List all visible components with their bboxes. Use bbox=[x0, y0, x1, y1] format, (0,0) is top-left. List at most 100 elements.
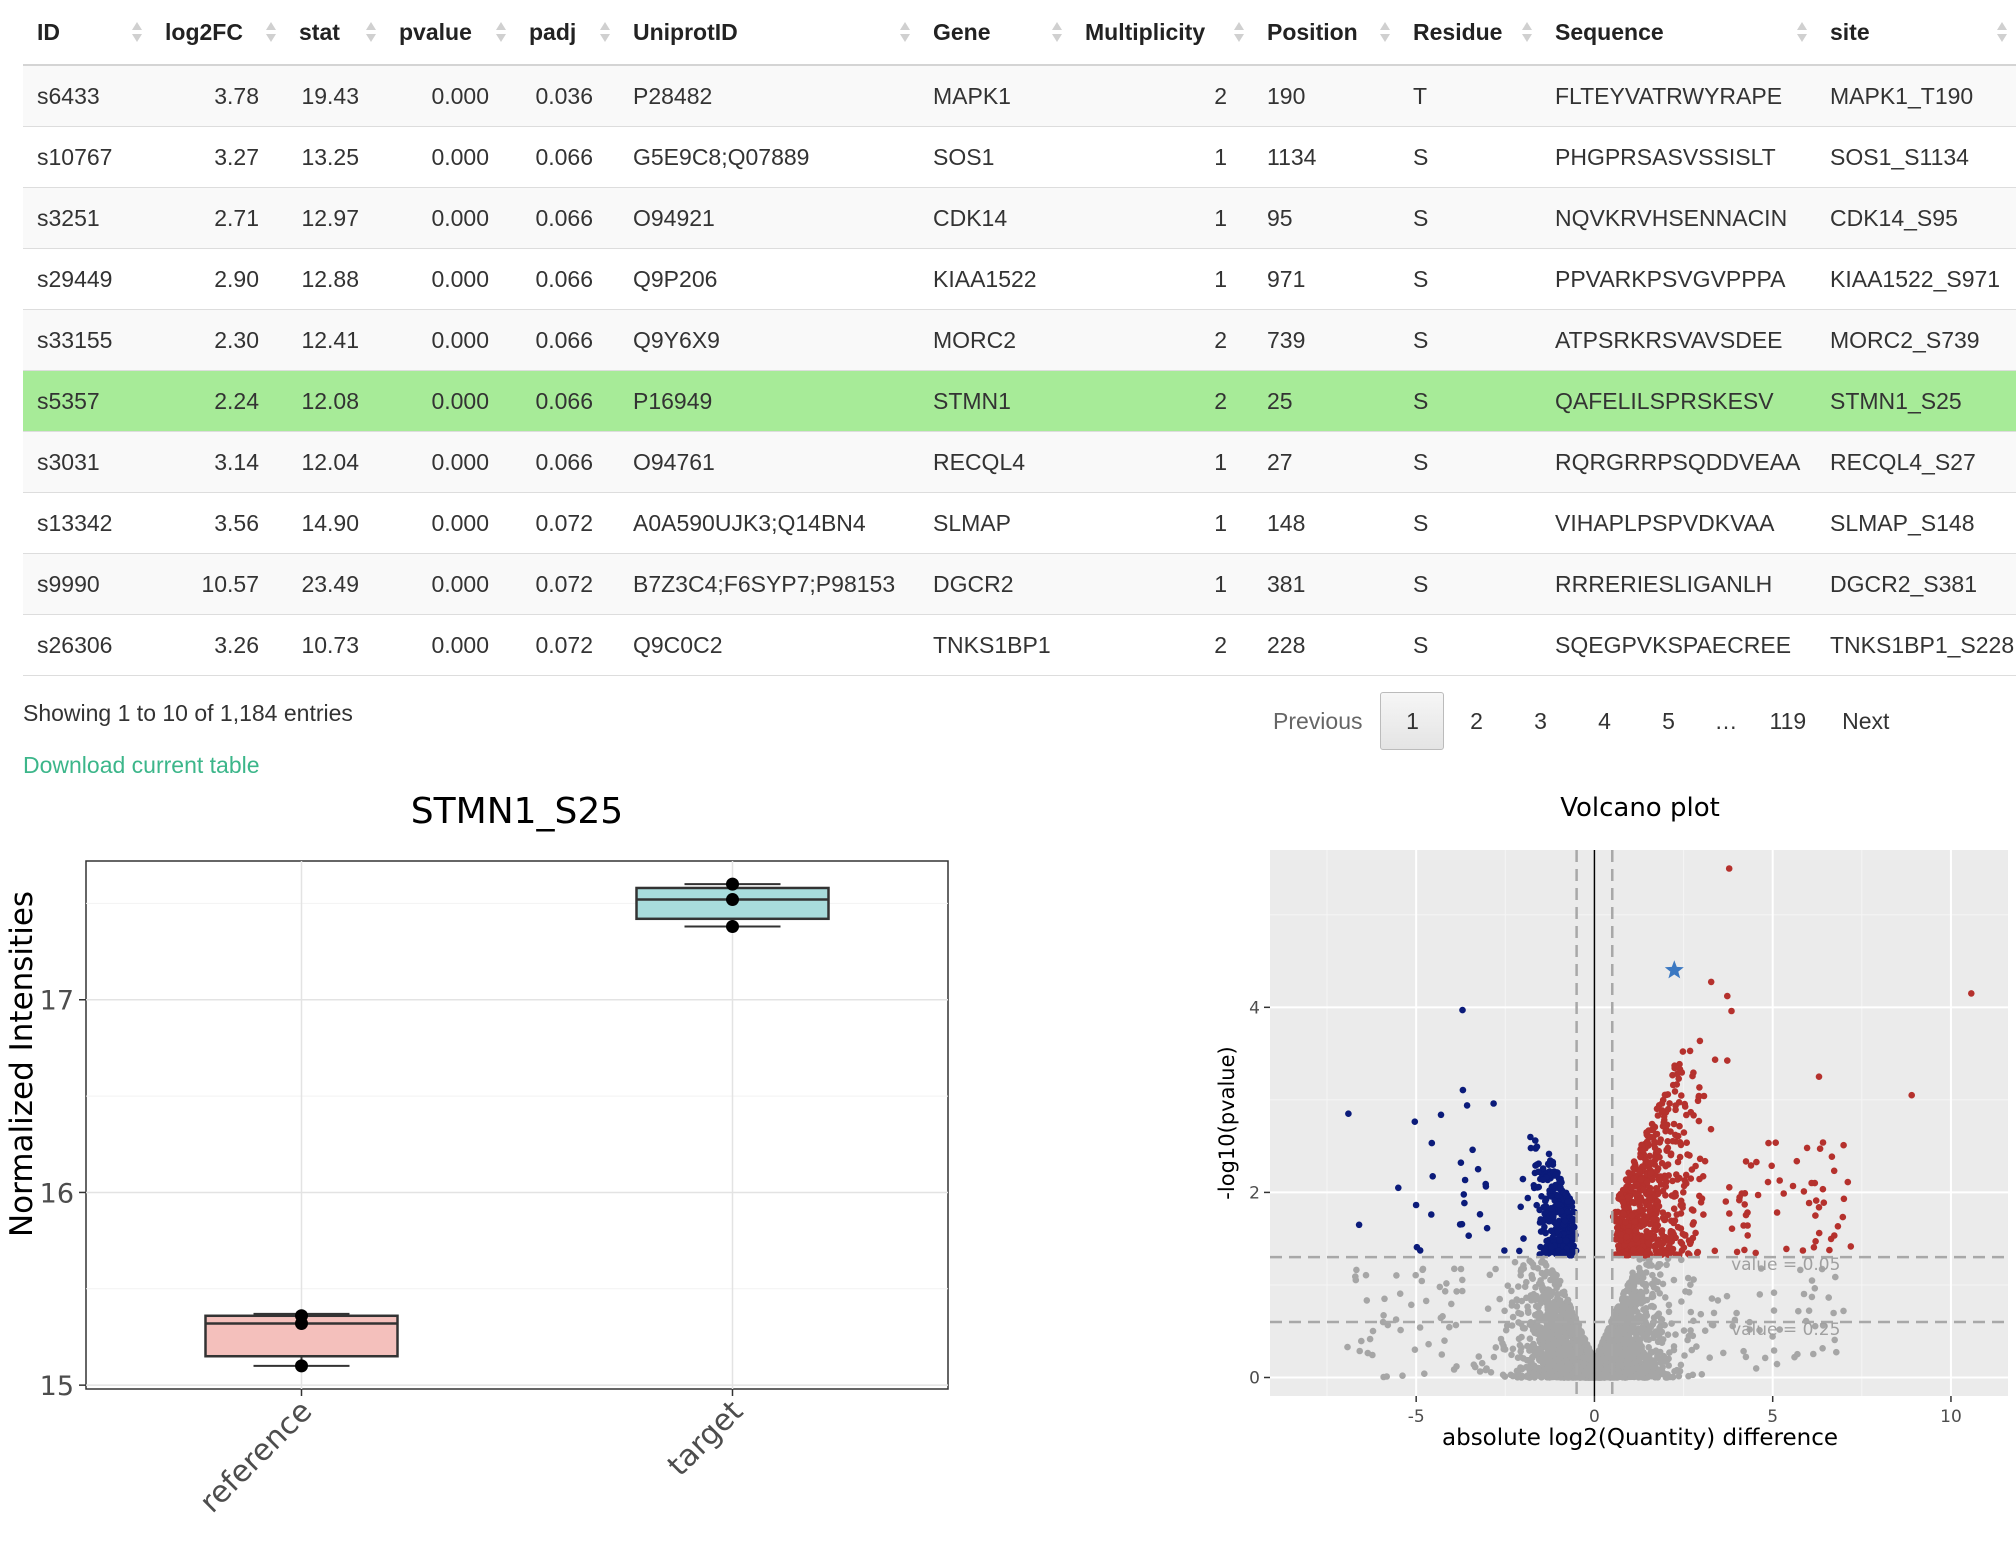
page-2-button[interactable]: 2 bbox=[1470, 707, 1483, 734]
column-header-id[interactable]: ID bbox=[23, 0, 151, 66]
table-row[interactable]: s33155 2.30 12.41 0.000 0.066 Q9Y6X9 MORC2 2 739… bbox=[23, 309, 2016, 371]
volcano-point bbox=[1840, 1307, 1847, 1315]
sort-arrows-icon[interactable] bbox=[1051, 20, 1063, 44]
volcano-point bbox=[1676, 1367, 1684, 1375]
volcano-point bbox=[1544, 1303, 1551, 1311]
column-header-multiplicity[interactable]: Multiplicity bbox=[1071, 0, 1253, 66]
page-1-button[interactable]: 1 bbox=[1380, 692, 1445, 750]
volcano-point bbox=[1728, 1007, 1735, 1015]
volcano-point bbox=[1519, 1324, 1527, 1332]
volcano-point bbox=[1533, 1161, 1541, 1168]
volcano-point bbox=[1616, 1334, 1623, 1341]
column-header-sequence[interactable]: Sequence bbox=[1541, 0, 1816, 66]
cell-residue: S bbox=[1399, 553, 1541, 615]
cell-site: RECQL4_S27 bbox=[1816, 431, 2016, 493]
column-header-gene[interactable]: Gene bbox=[919, 0, 1071, 66]
volcano-point bbox=[1840, 1141, 1847, 1149]
page-4-button[interactable]: 4 bbox=[1598, 707, 1611, 734]
sort-arrows-icon[interactable] bbox=[1379, 20, 1391, 44]
volcano-point bbox=[1482, 1180, 1489, 1188]
table-row[interactable]: s9990 10.57 23.49 0.000 0.072 B7Z3C4;F6SYP7;P… bbox=[23, 553, 2016, 615]
table-row[interactable]: s13342 3.56 14.90 0.000 0.072 A0A590UJK3;Q14B… bbox=[23, 492, 2016, 554]
volcano-point bbox=[1380, 1312, 1387, 1319]
sort-arrows-icon[interactable] bbox=[599, 20, 611, 44]
volcano-point bbox=[1513, 1296, 1520, 1303]
sort-arrows-icon[interactable] bbox=[495, 20, 507, 44]
table-row[interactable]: s26306 3.26 10.73 0.000 0.072 Q9C0C2 TNKS1BP1 2… bbox=[23, 614, 2016, 676]
cell-residue: S bbox=[1399, 370, 1541, 432]
volcano-point bbox=[1539, 1176, 1547, 1184]
volcano-point bbox=[1711, 1247, 1719, 1255]
page-3-button[interactable]: 3 bbox=[1534, 707, 1547, 734]
column-header-stat[interactable]: stat bbox=[285, 0, 385, 66]
table-row[interactable]: s6433 3.78 19.43 0.000 0.036 P28482 MAPK1 2 190 T… bbox=[23, 65, 2016, 127]
sort-arrows-icon[interactable] bbox=[1233, 20, 1245, 44]
volcano-point bbox=[1726, 1210, 1733, 1217]
cell-position: 148 bbox=[1253, 492, 1399, 554]
volcano-point bbox=[1476, 1211, 1484, 1218]
previous-page-button[interactable]: Previous bbox=[1273, 707, 1363, 734]
volcano-point bbox=[1559, 1310, 1566, 1318]
column-header-site[interactable]: site bbox=[1816, 0, 2016, 66]
column-header-uniprot[interactable]: UniprotID bbox=[619, 0, 919, 66]
sort-arrows-icon[interactable] bbox=[131, 20, 143, 44]
volcano-point bbox=[1550, 1351, 1557, 1359]
table-row[interactable]: s3251 2.71 12.97 0.000 0.066 O94921 CDK14 1 95 S N… bbox=[23, 187, 2016, 249]
column-header-padj[interactable]: padj bbox=[515, 0, 619, 66]
column-header-label: pvalue bbox=[399, 18, 472, 45]
volcano-point bbox=[1687, 1327, 1694, 1334]
table-row[interactable]: s10767 3.27 13.25 0.000 0.066 G5E9C8;Q07889 SO… bbox=[23, 126, 2016, 188]
volcano-point bbox=[1805, 1307, 1813, 1314]
sort-arrows-icon[interactable] bbox=[1796, 20, 1808, 44]
column-header-position[interactable]: Position bbox=[1253, 0, 1399, 66]
column-header-log2fc[interactable]: log2FC bbox=[151, 0, 285, 66]
volcano-point bbox=[1344, 1343, 1351, 1351]
volcano-point bbox=[1676, 1122, 1683, 1130]
volcano-point bbox=[1642, 1287, 1650, 1295]
volcano-point bbox=[1538, 1193, 1545, 1200]
column-header-residue[interactable]: Residue bbox=[1399, 0, 1541, 66]
volcano-point bbox=[1457, 1265, 1465, 1273]
volcano-point bbox=[1640, 1353, 1648, 1361]
volcano-point bbox=[1819, 1139, 1827, 1146]
sort-arrows-icon[interactable] bbox=[265, 20, 277, 44]
volcano-point bbox=[1588, 1361, 1595, 1368]
next-page-button[interactable]: Next bbox=[1842, 707, 1890, 734]
table-row[interactable]: s5357 2.24 12.08 0.000 0.066 P16949 STMN1 2 25 S Q… bbox=[23, 370, 2016, 432]
table-row[interactable]: s29449 2.90 12.88 0.000 0.066 Q9P206 KIAA1522 1… bbox=[23, 248, 2016, 310]
volcano-point bbox=[1623, 1340, 1630, 1347]
volcano-point bbox=[1729, 1322, 1736, 1330]
volcano-point bbox=[1599, 1340, 1607, 1347]
sort-arrows-icon[interactable] bbox=[1521, 20, 1533, 44]
page-5-button[interactable]: 5 bbox=[1662, 707, 1675, 734]
volcano-point bbox=[1631, 1218, 1638, 1226]
download-table-link[interactable]: Download current table bbox=[23, 752, 260, 778]
cell-gene: SOS1 bbox=[919, 126, 1071, 188]
volcano-point bbox=[1599, 1347, 1606, 1354]
volcano-point bbox=[1693, 1343, 1700, 1350]
sort-arrows-icon[interactable] bbox=[899, 20, 911, 44]
volcano-point bbox=[1645, 1239, 1652, 1247]
volcano-point bbox=[1741, 1190, 1749, 1197]
box-point bbox=[295, 1359, 308, 1373]
table-row[interactable]: s3031 3.14 12.04 0.000 0.066 O94761 RECQL4 1 27 S… bbox=[23, 431, 2016, 493]
volcano-point bbox=[1825, 1294, 1832, 1301]
page-last-button[interactable]: 119 bbox=[1769, 707, 1807, 734]
cell-pvalue: 0.000 bbox=[385, 187, 515, 249]
sort-arrows-icon[interactable] bbox=[365, 20, 377, 44]
volcano-point bbox=[1658, 1227, 1666, 1234]
volcano-point bbox=[1518, 1333, 1525, 1341]
volcano-point bbox=[1674, 1132, 1682, 1140]
volcano-point bbox=[1524, 1194, 1532, 1202]
volcano-point bbox=[1700, 1092, 1708, 1100]
sort-arrows-icon[interactable] bbox=[1996, 20, 2008, 44]
volcano-point bbox=[1624, 1361, 1632, 1369]
volcano-point bbox=[1682, 1231, 1689, 1239]
volcano-point bbox=[1698, 1195, 1706, 1202]
volcano-point bbox=[1770, 1307, 1778, 1314]
volcano-point bbox=[1569, 1215, 1577, 1223]
column-header-pvalue[interactable]: pvalue bbox=[385, 0, 515, 66]
volcano-point bbox=[1544, 1286, 1552, 1293]
volcano-point bbox=[1530, 1182, 1538, 1189]
volcano-point bbox=[1655, 1332, 1663, 1340]
